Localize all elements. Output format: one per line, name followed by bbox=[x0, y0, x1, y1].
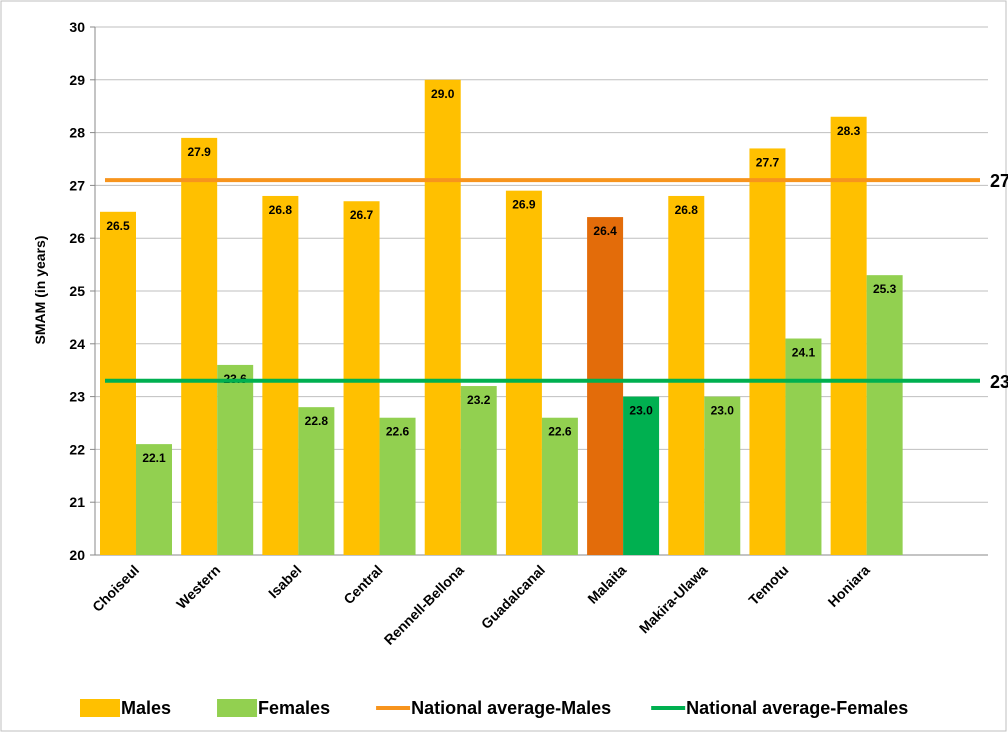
y-axis-label: SMAM (in years) bbox=[32, 236, 48, 345]
bar bbox=[181, 137, 218, 555]
data-label: 23.0 bbox=[629, 404, 653, 418]
data-label: 24.1 bbox=[792, 346, 816, 360]
y-tick-label: 23 bbox=[69, 389, 85, 405]
data-label: 22.6 bbox=[548, 425, 572, 439]
bar bbox=[866, 275, 903, 555]
data-label: 26.7 bbox=[350, 208, 374, 222]
bar bbox=[623, 396, 660, 555]
y-tick-label: 24 bbox=[69, 336, 85, 352]
data-label: 23.0 bbox=[711, 404, 735, 418]
legend-swatch bbox=[80, 699, 120, 717]
bar bbox=[136, 444, 172, 555]
data-label: 26.8 bbox=[269, 203, 293, 217]
data-label: 26.5 bbox=[106, 219, 130, 233]
data-label: 27.7 bbox=[756, 155, 780, 169]
data-label: 28.3 bbox=[837, 124, 861, 138]
bar bbox=[749, 148, 786, 555]
reference-label: 27.1 bbox=[990, 171, 1008, 191]
bar bbox=[704, 396, 741, 555]
data-label: 22.8 bbox=[305, 414, 329, 428]
data-label: 26.8 bbox=[675, 203, 699, 217]
data-label: 22.6 bbox=[386, 425, 410, 439]
data-label: 23.2 bbox=[467, 393, 491, 407]
legend-label: Females bbox=[258, 698, 330, 718]
bar bbox=[217, 364, 254, 555]
reference-label: 23.3 bbox=[990, 372, 1008, 392]
data-label: 25.3 bbox=[873, 282, 897, 296]
bar bbox=[505, 190, 542, 555]
bar bbox=[541, 417, 578, 555]
bar bbox=[830, 116, 867, 555]
y-tick-label: 27 bbox=[69, 177, 85, 193]
bar bbox=[460, 386, 497, 555]
bar bbox=[785, 338, 822, 555]
data-label: 29.0 bbox=[431, 87, 455, 101]
legend-label: National average-Males bbox=[411, 698, 611, 718]
data-label: 26.4 bbox=[593, 224, 617, 238]
data-label: 22.1 bbox=[142, 451, 166, 465]
legend-label: National average-Females bbox=[686, 698, 908, 718]
y-tick-label: 25 bbox=[69, 283, 85, 299]
bar bbox=[668, 195, 705, 555]
y-tick-label: 21 bbox=[69, 494, 85, 510]
bar bbox=[262, 195, 299, 555]
data-label: 26.9 bbox=[512, 198, 536, 212]
legend-label: Males bbox=[121, 698, 171, 718]
y-tick-label: 20 bbox=[69, 547, 85, 563]
y-tick-label: 29 bbox=[69, 72, 85, 88]
bar bbox=[100, 211, 136, 556]
bar bbox=[587, 217, 624, 555]
bar bbox=[379, 417, 416, 555]
bar bbox=[343, 201, 380, 556]
bar bbox=[424, 79, 461, 556]
y-tick-label: 30 bbox=[69, 19, 85, 35]
y-tick-label: 28 bbox=[69, 125, 85, 141]
legend-swatch bbox=[217, 699, 258, 717]
bar bbox=[298, 407, 335, 555]
y-tick-label: 26 bbox=[69, 230, 85, 246]
data-label: 27.9 bbox=[188, 145, 212, 159]
y-tick-label: 22 bbox=[69, 441, 85, 457]
